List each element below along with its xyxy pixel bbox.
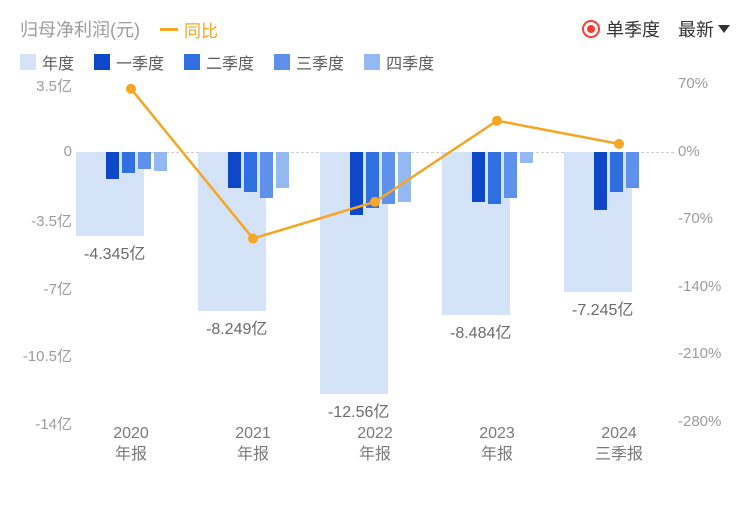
bar <box>228 152 241 189</box>
chevron-down-icon <box>718 25 730 33</box>
bar <box>350 152 363 216</box>
y-left-tick: -7亿 <box>20 278 72 299</box>
legend-item[interactable]: 年度 <box>20 50 74 74</box>
bar <box>154 152 167 171</box>
bar <box>138 152 151 169</box>
y-left-tick: 3.5亿 <box>20 75 72 96</box>
header-row: 归母净利润(元) 同比 单季度 最新 <box>20 16 730 42</box>
bar <box>244 152 257 193</box>
yoy-legend: 同比 <box>160 17 218 42</box>
y-left-tick: -3.5亿 <box>20 210 72 231</box>
x-tick-label: 2023 年报 <box>442 424 552 466</box>
x-tick-label: 2024 三季报 <box>564 424 674 466</box>
bar <box>398 152 411 202</box>
x-tick-label: 2022 年报 <box>320 424 430 466</box>
plot-area: -4.345亿 -8.249亿 -12.56亿 -8.484亿 -7.245亿 2020… <box>20 84 730 464</box>
y-right-tick: 70% <box>678 75 730 92</box>
legend-item[interactable]: 四季度 <box>364 50 434 74</box>
legend-swatch <box>364 54 380 70</box>
legend-label: 年度 <box>42 50 74 74</box>
bar <box>260 152 273 198</box>
bar-columns: -4.345亿 -8.249亿 -12.56亿 -8.484亿 -7.245亿 <box>76 84 674 422</box>
legend-row: 年度 一季度 二季度 三季度 四季度 <box>20 50 730 74</box>
y-right-tick: -210% <box>678 345 730 362</box>
bar <box>504 152 517 198</box>
bar <box>520 152 533 164</box>
legend-swatch <box>94 54 110 70</box>
bar-group: -8.249亿 <box>198 84 308 422</box>
y-left-tick: 0 <box>20 143 72 160</box>
toggle-single-quarter[interactable]: 单季度 <box>582 16 660 42</box>
bar-value-label: -8.249亿 <box>206 315 267 339</box>
bar <box>488 152 501 204</box>
y-right-tick: 0% <box>678 143 730 160</box>
chart-title: 归母净利润(元) <box>20 16 140 42</box>
y-right-tick: -280% <box>678 413 730 430</box>
header-left: 归母净利润(元) 同比 <box>20 16 218 42</box>
legend-swatch <box>184 54 200 70</box>
legend-label: 三季度 <box>296 50 344 74</box>
y-right-tick: -140% <box>678 278 730 295</box>
bar <box>276 152 289 189</box>
bar-value-label: -8.484亿 <box>450 319 511 343</box>
yoy-label: 同比 <box>184 17 218 42</box>
bar <box>594 152 607 210</box>
legend-item[interactable]: 三季度 <box>274 50 344 74</box>
x-tick-label: 2020 年报 <box>76 424 186 466</box>
bar-value-label: -7.245亿 <box>572 296 633 320</box>
legend-label: 四季度 <box>386 50 434 74</box>
bar <box>382 152 395 204</box>
latest-label: 最新 <box>678 16 714 42</box>
bar-group: -4.345亿 <box>76 84 186 422</box>
toggle-label: 单季度 <box>606 16 660 42</box>
legend-label: 一季度 <box>116 50 164 74</box>
header-right: 单季度 最新 <box>582 16 730 42</box>
legend-item[interactable]: 二季度 <box>184 50 254 74</box>
bar-group: -7.245亿 <box>564 84 674 422</box>
bar <box>106 152 119 179</box>
y-left-tick: -14亿 <box>20 413 72 434</box>
bar <box>626 152 639 189</box>
latest-dropdown[interactable]: 最新 <box>678 16 730 42</box>
y-left-tick: -10.5亿 <box>20 345 72 366</box>
bar <box>610 152 623 193</box>
bar <box>472 152 485 202</box>
bar-group: -8.484亿 <box>442 84 552 422</box>
radio-icon <box>582 20 600 38</box>
legend-swatch <box>274 54 290 70</box>
legend-label: 二季度 <box>206 50 254 74</box>
x-tick-label: 2021 年报 <box>198 424 308 466</box>
bar <box>366 152 379 208</box>
y-right-tick: -70% <box>678 210 730 227</box>
yoy-line-icon <box>160 28 178 31</box>
bar-value-label: -4.345亿 <box>84 240 145 264</box>
bar-group: -12.56亿 <box>320 84 430 422</box>
chart-container: 归母净利润(元) 同比 单季度 最新 年度 一季度 二季度 三季度 四季度 -4.345… <box>0 0 750 510</box>
bar <box>122 152 135 173</box>
x-axis-labels: 2020 年报 2021 年报 2022 年报 2023 年报 2024 三季报 <box>76 424 674 466</box>
bar-value-label: -12.56亿 <box>328 398 389 422</box>
legend-item[interactable]: 一季度 <box>94 50 164 74</box>
legend-swatch <box>20 54 36 70</box>
